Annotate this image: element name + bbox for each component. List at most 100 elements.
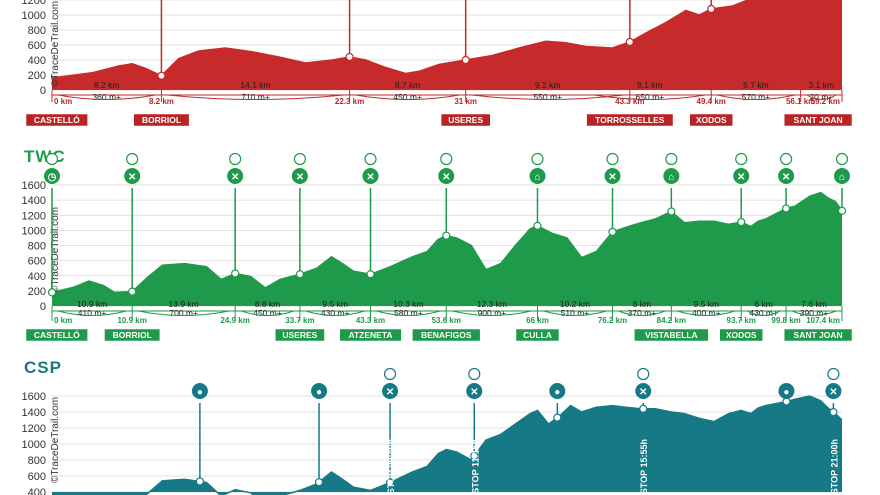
cutlery-icon bbox=[635, 383, 652, 399]
y-tick-label: 1000 bbox=[22, 439, 46, 451]
cutlery-icon bbox=[382, 383, 399, 399]
segment-gain: 370 m+ bbox=[628, 308, 657, 318]
cutlery-icon bbox=[466, 383, 483, 399]
water-drop-icon-glyph: ● bbox=[197, 387, 203, 398]
cutlery-icon-glyph: ✕ bbox=[386, 387, 394, 398]
station-badge bbox=[586, 113, 674, 127]
station-name: BORRIOL bbox=[142, 115, 181, 125]
station-km: 49.4 km bbox=[697, 97, 726, 106]
cutlery-icon bbox=[733, 168, 750, 184]
marker-dot bbox=[553, 413, 562, 422]
segment-distance: 8 km bbox=[633, 299, 651, 309]
marker-dot bbox=[295, 270, 304, 279]
clock-icon bbox=[827, 367, 840, 381]
clock-icon bbox=[440, 152, 453, 166]
segment-arc bbox=[57, 310, 127, 316]
station-name: XODOS bbox=[696, 115, 727, 125]
cutlery-icon-glyph: ✕ bbox=[608, 172, 616, 183]
segment-arc bbox=[240, 310, 295, 316]
house-icon-glyph: ⌂ bbox=[534, 172, 540, 183]
y-tick-label: 200 bbox=[28, 70, 46, 82]
station-badge bbox=[515, 328, 560, 342]
cutlery-icon bbox=[438, 168, 455, 184]
cutlery-icon-glyph: ✕ bbox=[470, 387, 478, 398]
cutlery-icon bbox=[362, 168, 379, 184]
station-badge bbox=[275, 328, 325, 342]
station-badge bbox=[133, 113, 190, 127]
y-tick-label: 1200 bbox=[22, 210, 46, 222]
cutlery-icon-glyph: ✕ bbox=[737, 172, 745, 183]
y-tick-label: 600 bbox=[28, 256, 46, 268]
segment-arc bbox=[677, 310, 736, 316]
y-tick-label: 600 bbox=[28, 40, 46, 52]
station-km: 56.1 km bbox=[786, 97, 815, 106]
station-km: 33.7 km bbox=[285, 316, 314, 325]
station-km: 84.2 km bbox=[657, 316, 686, 325]
segment-distance: 7.6 km bbox=[801, 299, 827, 309]
watermark: ©TraceDeTrail.com bbox=[50, 397, 61, 483]
segment-gain: 20 m+ bbox=[809, 92, 833, 102]
segment-distance: 13.9 km bbox=[169, 299, 199, 309]
stop-label: STOP 11:15h bbox=[470, 439, 480, 494]
y-tick-label: 0 bbox=[40, 301, 46, 313]
segment-gain: 550 m+ bbox=[533, 92, 562, 102]
y-tick-label: 1200 bbox=[22, 423, 46, 435]
station-km: 76.2 km bbox=[598, 316, 627, 325]
stop-label: STOP 15:55h bbox=[639, 439, 649, 494]
stop-label: STOP 21:00h bbox=[829, 439, 839, 494]
clock-icon bbox=[383, 367, 397, 381]
water-drop-icon-glyph: ● bbox=[554, 387, 560, 398]
marker-dot bbox=[442, 231, 451, 240]
station-km: 53.6 km bbox=[432, 316, 461, 325]
segment-distance: 9.1 km bbox=[637, 80, 663, 90]
station-name: USERES bbox=[282, 330, 317, 340]
marker-dot bbox=[231, 269, 240, 278]
station-km: 31 km bbox=[454, 97, 477, 106]
segment-gain: 650 m+ bbox=[636, 92, 665, 102]
segment-distance: 9.5 km bbox=[322, 299, 348, 309]
marker-dot bbox=[314, 478, 324, 487]
segment-distance: 9.2 km bbox=[535, 80, 561, 90]
segment-distance: 10.9 km bbox=[77, 299, 107, 309]
y-tick-label: 1200 bbox=[22, 0, 46, 7]
station-name: CASTELLÓ bbox=[34, 114, 80, 125]
clock-icon bbox=[229, 152, 242, 166]
water-drop-icon-glyph: ● bbox=[316, 387, 322, 398]
segment-arc bbox=[746, 310, 781, 316]
house-icon bbox=[663, 168, 680, 184]
station-name: VISTABELLA bbox=[645, 330, 698, 340]
segment-arc bbox=[618, 310, 666, 316]
water-drop-icon-glyph: ● bbox=[783, 387, 789, 398]
elevation-line bbox=[145, 395, 843, 495]
y-tick-label: 1400 bbox=[22, 195, 46, 207]
house-icon bbox=[529, 168, 546, 184]
clock-icon bbox=[637, 367, 650, 381]
station-name: USERES bbox=[448, 115, 483, 125]
marker-dot bbox=[625, 37, 634, 47]
house-icon-glyph: ⌂ bbox=[668, 172, 674, 183]
cutlery-icon bbox=[124, 168, 141, 184]
cutlery-icon bbox=[291, 168, 308, 184]
y-tick-label: 1600 bbox=[22, 391, 46, 403]
watermark: ©TraceDeTrail.com bbox=[50, 207, 61, 293]
y-tick-label: 600 bbox=[28, 471, 46, 483]
segment-distance: 8.8 km bbox=[255, 299, 281, 309]
segment-gain: 400 m+ bbox=[692, 308, 721, 318]
water-drop-icon bbox=[549, 383, 566, 399]
station-badge bbox=[440, 113, 491, 127]
station-km: 24.9 km bbox=[220, 316, 249, 325]
clock-icon bbox=[835, 152, 849, 166]
segment-distance: 9.5 km bbox=[694, 299, 720, 309]
segment-arc bbox=[452, 310, 532, 316]
station-name: SANT JOAN bbox=[794, 115, 843, 125]
segment-distance: 10.2 km bbox=[560, 299, 590, 309]
clock-icon bbox=[779, 152, 793, 166]
station-badge bbox=[719, 328, 763, 342]
house-icon-glyph: ⌂ bbox=[839, 172, 845, 183]
segment-gain: 510 m+ bbox=[561, 308, 590, 318]
segment-arc bbox=[305, 310, 365, 316]
segment-arc bbox=[543, 310, 607, 316]
y-tick-label: 800 bbox=[28, 455, 46, 467]
station-name: CASTELLÓ bbox=[34, 329, 80, 340]
